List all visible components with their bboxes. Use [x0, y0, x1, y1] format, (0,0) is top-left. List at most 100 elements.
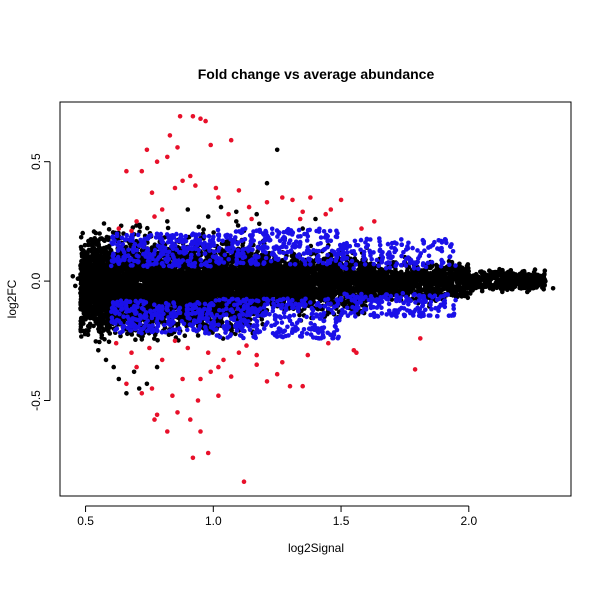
- data-point-0: [106, 328, 111, 334]
- data-point-0: [258, 273, 263, 279]
- data-point-0: [106, 227, 112, 232]
- data-point-0: [109, 273, 114, 279]
- data-point-0: [244, 292, 249, 297]
- data-point-0: [100, 284, 106, 290]
- data-point-0: [79, 334, 84, 339]
- data-point-0: [147, 276, 153, 282]
- data-point-0: [78, 244, 84, 250]
- data-point-0: [90, 274, 96, 279]
- data-point-0: [84, 291, 90, 297]
- data-point-0: [152, 336, 157, 341]
- data-point-0: [93, 230, 99, 236]
- data-point-0: [180, 269, 186, 275]
- data-point-0: [244, 281, 250, 286]
- data-point-0: [186, 288, 192, 293]
- data-point-0: [182, 299, 187, 304]
- data-point-0: [84, 269, 89, 275]
- data-point-0: [202, 297, 208, 303]
- data-point-0: [85, 262, 91, 268]
- data-point-0: [86, 247, 92, 253]
- data-point-0: [102, 238, 107, 243]
- data-point-0: [155, 291, 161, 296]
- data-point-0: [230, 268, 236, 274]
- data-point-0: [205, 267, 210, 273]
- data-point-0: [152, 284, 157, 290]
- data-point-0: [249, 266, 254, 271]
- data-point-0: [93, 339, 99, 344]
- data-point-0: [93, 300, 98, 306]
- data-point-0: [181, 265, 187, 271]
- data-point-0: [179, 281, 185, 287]
- data-point-0: [219, 302, 224, 307]
- data-point-0: [125, 266, 131, 272]
- data-point-0: [163, 296, 169, 301]
- data-point-0: [86, 328, 91, 334]
- data-point-0: [253, 272, 259, 278]
- data-point-0: [94, 305, 99, 311]
- data-point-0: [136, 271, 141, 276]
- data-point-0: [168, 276, 173, 281]
- data-point-0: [102, 252, 108, 258]
- data-point-0: [106, 339, 112, 345]
- data-point-0: [147, 280, 152, 286]
- data-point-0: [233, 290, 238, 296]
- data-point-0: [248, 286, 253, 291]
- data-point-0: [201, 227, 206, 232]
- data-point-0: [229, 286, 235, 292]
- data-point-0: [195, 333, 201, 338]
- data-point-0: [85, 332, 91, 338]
- data-point-0: [127, 285, 133, 290]
- data-point-0: [227, 291, 233, 296]
- data-point-0: [116, 279, 121, 285]
- data-point-0: [166, 280, 171, 285]
- data-point-0: [192, 268, 197, 274]
- data-point-0: [130, 281, 136, 286]
- data-point-0: [150, 271, 156, 277]
- data-point-0: [189, 281, 195, 287]
- data-point-0: [196, 224, 202, 230]
- data-point-0: [224, 279, 229, 285]
- data-point-0: [196, 281, 202, 287]
- data-point-0: [100, 260, 106, 266]
- data-point-0: [85, 283, 91, 288]
- data-point-0: [133, 337, 138, 343]
- data-point-0: [99, 335, 104, 340]
- data-point-0: [80, 230, 85, 236]
- data-point-0: [99, 279, 104, 285]
- data-point-0: [123, 273, 129, 279]
- data-point-0: [165, 225, 171, 231]
- data-point-0: [182, 333, 188, 339]
- data-point-0: [110, 230, 116, 235]
- data-point-0: [209, 278, 215, 284]
- data-point-0: [172, 292, 177, 298]
- data-point-0: [105, 292, 110, 298]
- data-point-0: [212, 263, 217, 269]
- data-point-0: [235, 223, 241, 228]
- data-point-0: [110, 279, 116, 284]
- data-point-0: [78, 235, 84, 240]
- data-point-0: [104, 257, 110, 263]
- data-point-0: [81, 297, 86, 302]
- data-point-0: [81, 321, 86, 326]
- data-point-0: [129, 332, 135, 337]
- data-point-0: [202, 272, 207, 278]
- data-point-0: [165, 270, 171, 276]
- data-point-0: [259, 317, 265, 322]
- data-point-0: [89, 296, 94, 302]
- data-point-0: [101, 304, 107, 310]
- data-point-0: [103, 320, 108, 326]
- data-point-0: [117, 294, 123, 300]
- data-point-0: [252, 281, 257, 287]
- data-point-0: [132, 267, 138, 273]
- data-point-0: [241, 275, 247, 281]
- data-point-0: [235, 275, 241, 280]
- data-point-0: [96, 243, 101, 249]
- data-point-0: [96, 329, 102, 334]
- data-point-0: [210, 291, 216, 297]
- data-point-0: [130, 277, 136, 282]
- data-point-0: [235, 285, 240, 291]
- data-point-0: [114, 270, 119, 276]
- data-point-0: [156, 266, 161, 272]
- data-point-0: [168, 292, 173, 297]
